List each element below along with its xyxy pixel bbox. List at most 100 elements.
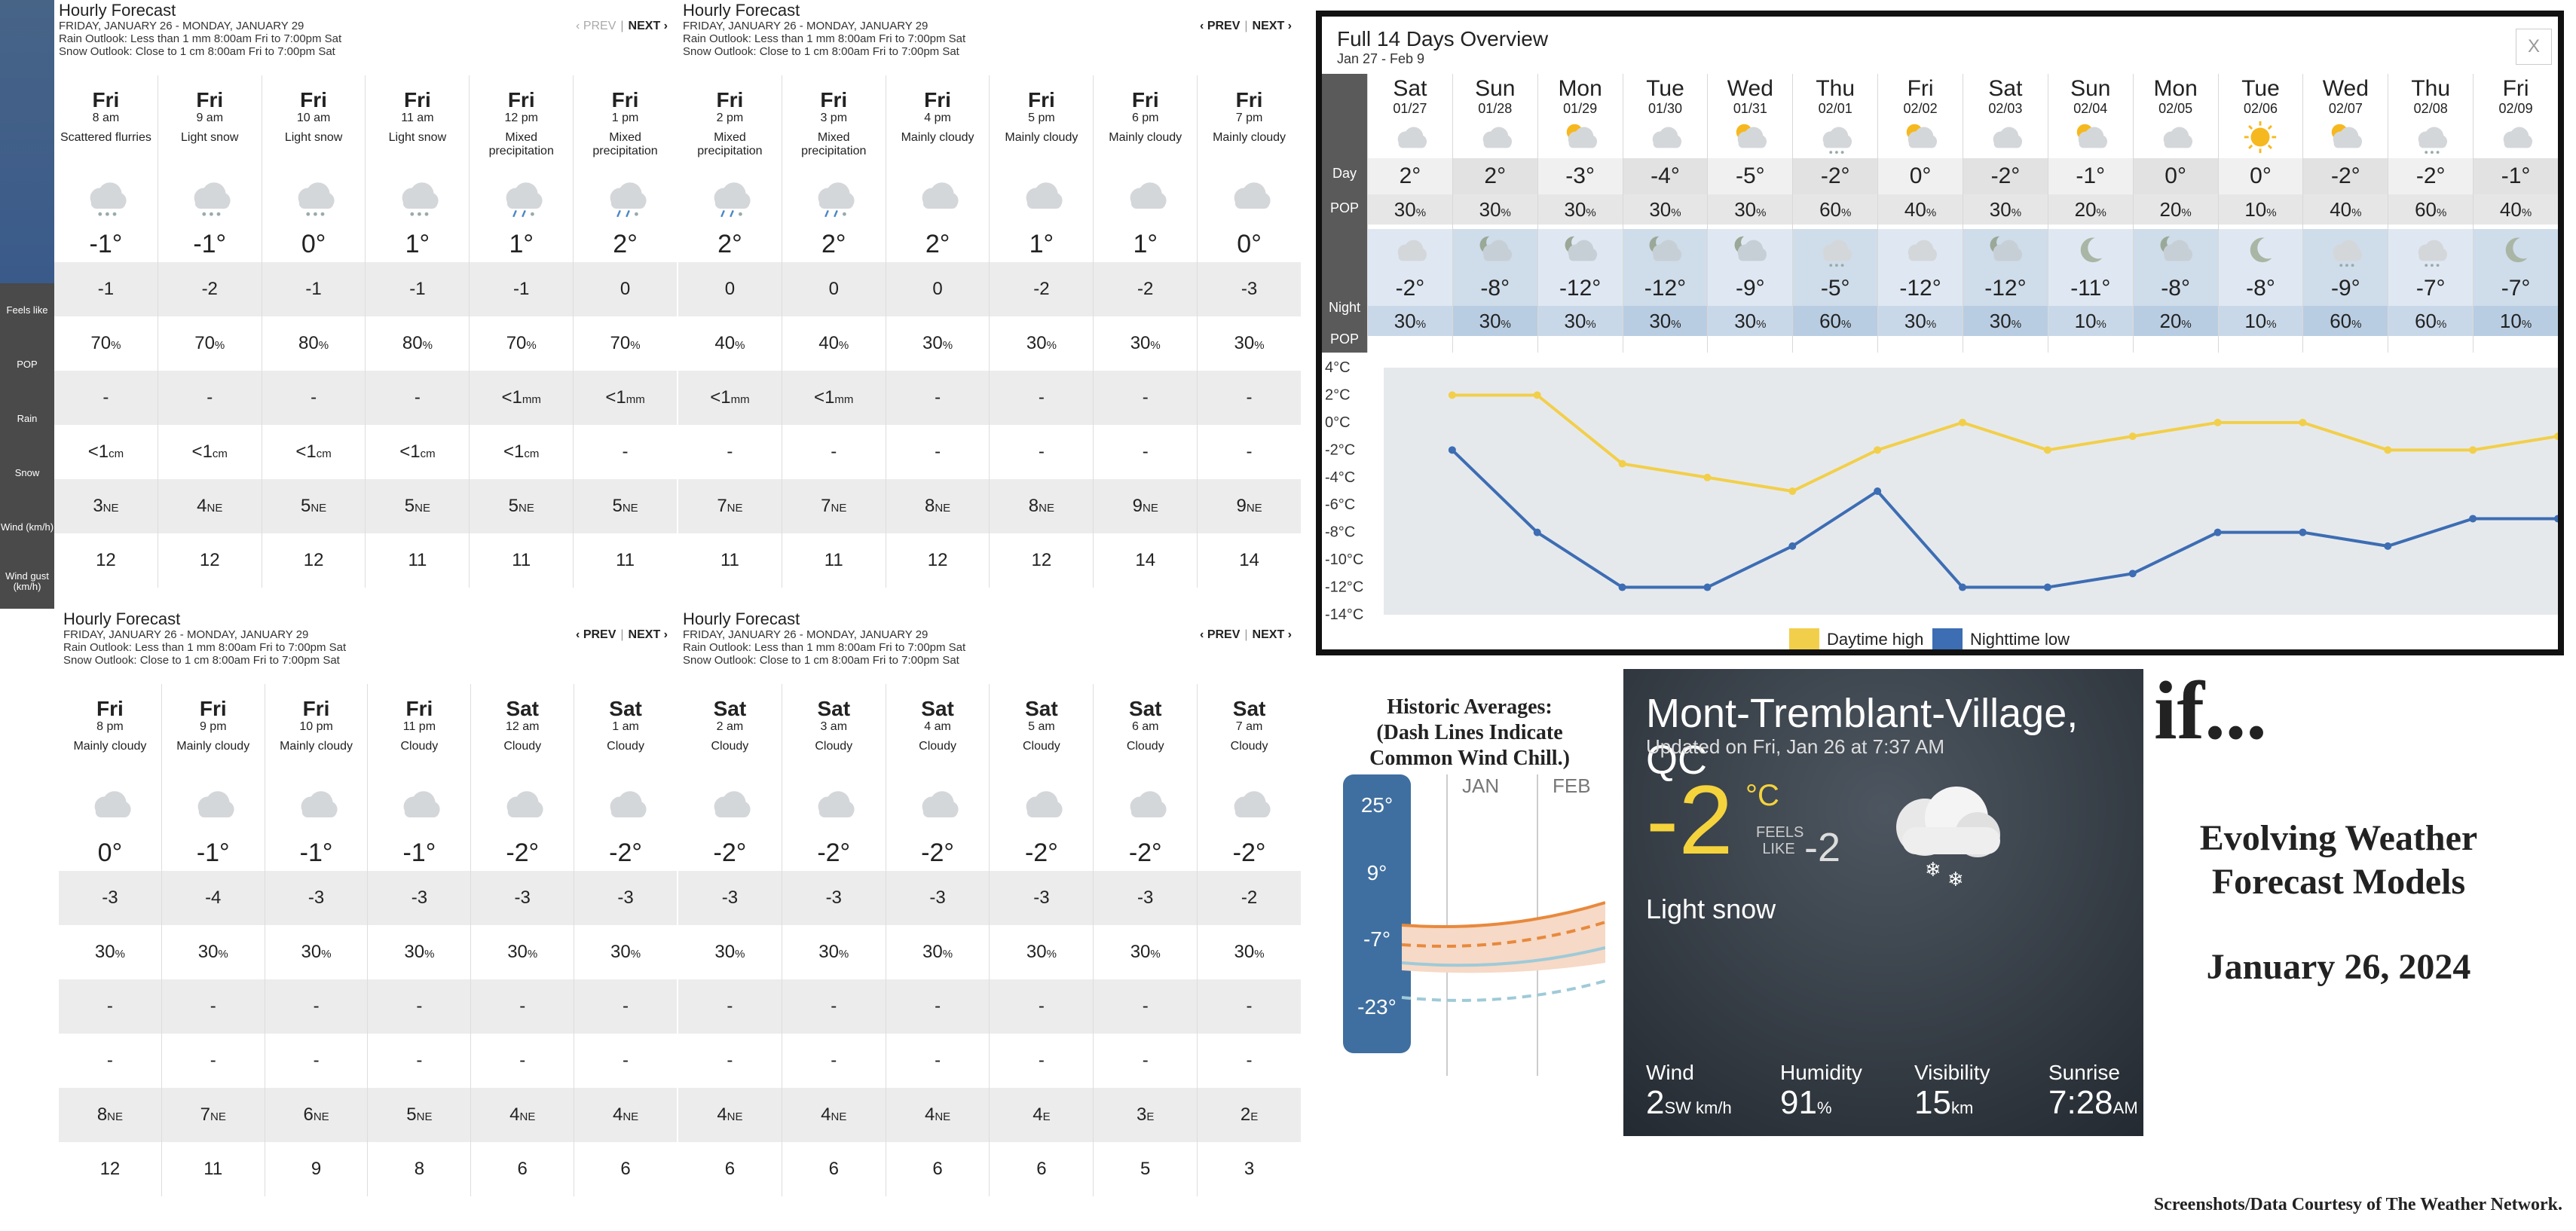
overview-night-pop-value: 30	[1479, 310, 1501, 332]
stat-label: Sunrise	[2048, 1061, 2120, 1084]
snow-value: <1cm	[158, 425, 262, 479]
hour-temp: 1°	[405, 230, 430, 258]
overview-day-column: Sun 02/04 -1° 20% -11° 10%	[2047, 74, 2133, 353]
pop-value: 30%	[1198, 316, 1301, 371]
prev-button[interactable]: ‹ PREV	[576, 20, 616, 32]
partly-cloudy-night-icon	[1479, 236, 1512, 261]
rain-value: -	[368, 979, 471, 1034]
pop-value-number: 40	[818, 333, 839, 353]
overview-day-icon-wrap	[1538, 116, 1623, 158]
hour-columns: Sat 2 am Cloudy -2° -3 30% - -4NE 6 Sat 3 am Cloudy…	[678, 684, 1301, 1196]
overview-day-pop-value: 30	[1989, 198, 2012, 221]
hour-time: 3 pm	[820, 111, 848, 124]
cloudy-icon	[94, 791, 131, 817]
gust-value-number: 12	[199, 550, 220, 570]
prev-button[interactable]: ‹ PREV	[1200, 20, 1241, 32]
side-title: Evolving Weather Forecast Models	[2199, 818, 2478, 902]
gust-value-number: 6	[517, 1159, 528, 1179]
overview-day-pop-unit: %	[1926, 206, 1937, 219]
overview-night-low: -11°	[2048, 271, 2133, 306]
pop-value: 30%	[471, 925, 574, 979]
legend-swatch	[1789, 628, 1819, 649]
overview-day-icon-wrap	[2134, 116, 2218, 158]
overview-night-low: -12°	[1623, 271, 1708, 306]
pop-unit: %	[735, 948, 745, 961]
pop-value: 70%	[470, 316, 573, 371]
feels-like-value-number: -3	[617, 887, 634, 908]
pop-value-number: 30	[1026, 942, 1047, 962]
series-point	[1448, 391, 1456, 399]
overview-night-icon-wrap	[1368, 229, 1452, 271]
snow-value-unit: cm	[109, 447, 124, 460]
wind-value-number: 3	[93, 496, 103, 516]
pop-value-number: 30	[1234, 333, 1255, 353]
next-button[interactable]: NEXT ›	[628, 628, 668, 641]
gust-value: 11	[574, 533, 677, 588]
pop-value-number: 70	[610, 333, 631, 353]
row-label: Feels like	[0, 283, 54, 338]
overview-night-pop-unit: %	[1501, 318, 1511, 331]
wind-value: 7NE	[678, 479, 782, 533]
next-button[interactable]: NEXT ›	[1252, 628, 1292, 641]
hourly-title: Hourly Forecast	[59, 1, 176, 20]
overview-day-high: -5°	[1708, 158, 1793, 194]
hour-column: Fri 10 am Light snow 0° -1 80% - <1cm 5NE 12	[262, 75, 366, 588]
prev-button[interactable]: ‹ PREV	[1200, 628, 1241, 641]
hour-temp: -2°	[1024, 838, 1058, 867]
hour-column: Fri 12 pm Mixed precipitation 1° -1 70% <1mm <1…	[470, 75, 574, 588]
pop-value-number: 70	[90, 333, 112, 353]
hour-icon-wrap	[262, 161, 366, 229]
feels-like-value: -2	[990, 262, 1094, 316]
prev-button[interactable]: ‹ PREV	[576, 628, 616, 641]
overview-night-pop-value: 30	[1649, 310, 1672, 332]
feels-like-value: -1	[54, 262, 158, 316]
overview-day-date: 01/29	[1563, 101, 1598, 116]
overview-night-icon-wrap	[1963, 229, 2048, 271]
next-button[interactable]: NEXT ›	[628, 20, 668, 32]
y-tick-label: -2°C	[1325, 441, 1355, 458]
feels-like-value: -2	[1094, 262, 1198, 316]
overview-day-pop-unit: %	[1586, 206, 1596, 219]
wind-value-unit: NE	[831, 502, 847, 515]
overview-day-high: 0°	[2133, 158, 2218, 194]
overview-day-pop-unit: %	[1671, 206, 1681, 219]
overview-day-pop-value: 10	[2244, 198, 2267, 221]
hour-condition: Cloudy	[607, 740, 644, 753]
close-button[interactable]: X	[2516, 29, 2552, 65]
hour-column: Fri 5 pm Mainly cloudy 1° -2 30% - - 8NE 12	[990, 75, 1094, 588]
pop-value-number: 30	[1234, 942, 1255, 962]
wind-value-number: 7	[200, 1104, 210, 1125]
wind-value: 3E	[1094, 1088, 1198, 1142]
pop-unit: %	[630, 948, 641, 961]
hour-column: Sat 2 am Cloudy -2° -3 30% - - 4NE 6	[678, 684, 782, 1196]
overview-day-name: Sat	[1393, 76, 1427, 101]
mixed-precip-icon	[506, 182, 543, 218]
hour-icon-wrap	[990, 770, 1093, 838]
mixed-precip-icon	[610, 182, 647, 218]
hour-column: Fri 6 pm Mainly cloudy 1° -2 30% - - 9NE 14	[1094, 75, 1198, 588]
feels-like-value: -3	[59, 871, 161, 925]
pop-value-number: 70	[506, 333, 527, 353]
historic-high-band	[1402, 903, 1605, 973]
hour-condition: Cloudy	[919, 740, 956, 753]
next-button[interactable]: NEXT ›	[1252, 20, 1292, 32]
hour-time: 2 pm	[716, 111, 744, 124]
snow-value-number: <1	[87, 441, 109, 462]
hourly-panel: Hourly Forecast FRIDAY, JANUARY 26 - MOND…	[678, 609, 1301, 1211]
stat-label: Humidity	[1780, 1061, 1862, 1084]
hour-temp: 2°	[613, 230, 638, 258]
cloudy-icon	[2503, 127, 2533, 148]
gust-value-number: 14	[1135, 550, 1156, 570]
wind-value-number: 4	[924, 1104, 935, 1125]
series-point	[2469, 515, 2477, 523]
feels-like-value-number: -2	[1241, 887, 1258, 908]
overview-night-pop: 60%	[2303, 306, 2388, 336]
hour-column: Sat 1 am Cloudy -2° -3 30% - - 4NE 6	[574, 684, 677, 1196]
feels-like-value: -2	[158, 262, 262, 316]
snow-value-number: -	[727, 1050, 733, 1071]
hour-temp: -2°	[609, 838, 642, 867]
overview-night-low: -8°	[2133, 271, 2218, 306]
pager-separator: |	[1244, 628, 1248, 641]
feels-like-value: 0	[782, 262, 886, 316]
